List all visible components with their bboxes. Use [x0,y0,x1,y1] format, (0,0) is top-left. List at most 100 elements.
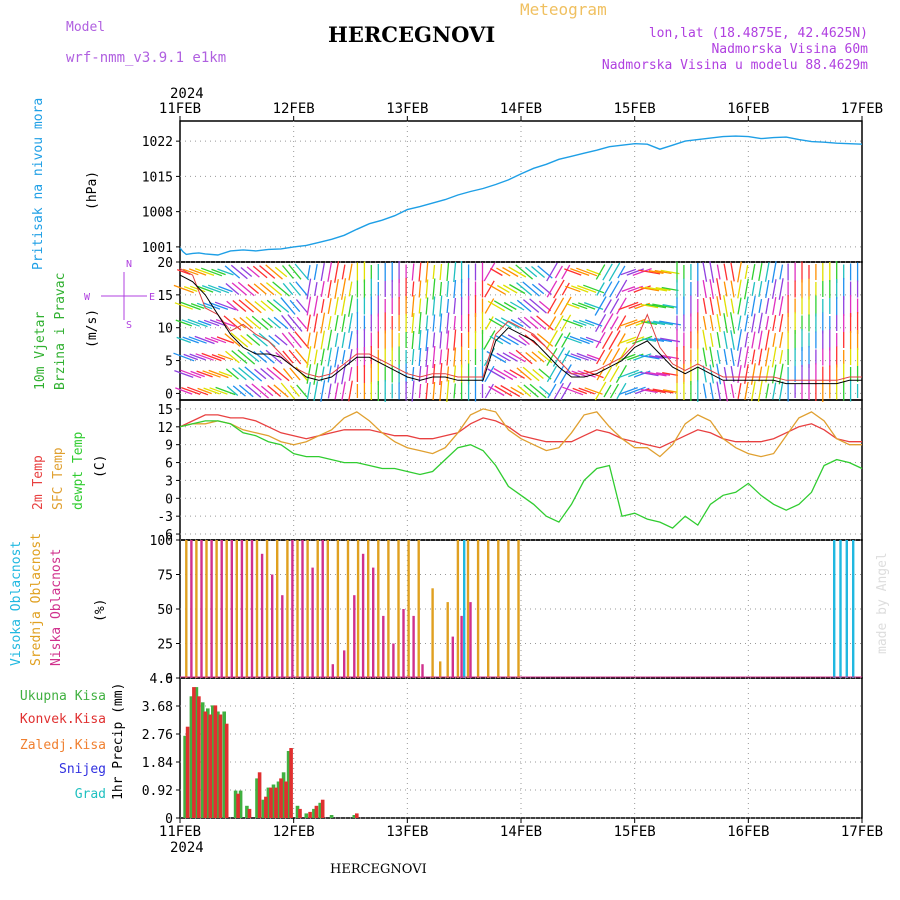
wind-arrow [327,279,332,299]
wind-arrow [758,348,763,366]
wind-axis-title-a: 10m Vjetar [33,312,48,390]
wind-arrow [516,282,533,296]
wind-arrow [648,337,665,343]
wind-arrow [602,366,613,382]
wind-arrow [730,298,735,314]
wind-arrow [709,296,714,316]
cloud-bar-1 [517,540,520,678]
xtick-bottom-2: 13FEB [386,824,428,840]
wind-arrow [176,336,192,344]
wind-arrow [709,314,714,332]
wind-arrow [737,382,742,400]
wind-arrow [522,366,540,382]
wind-arrow [518,335,530,345]
wind-arrow [531,266,546,278]
wind-arrow [751,263,756,281]
precip-bar-0 [200,702,205,818]
wind-arrow [561,264,571,280]
ytick-label-1-1: 5 [165,355,173,370]
cloud-bar-0 [852,540,855,678]
wind-arrow [296,316,308,330]
cloud-bar-1 [306,540,309,678]
wind-arrow [576,352,597,362]
wind-arrow [709,261,715,283]
wind-arrow [231,350,248,364]
wind-arrow [546,280,558,298]
wind-arrow [560,381,572,401]
cloud-bar-1 [497,540,500,678]
wind-arrow [203,387,220,395]
wind-arrow [509,301,525,311]
wind-arrow [180,301,201,311]
wind-arrow [772,296,777,316]
wind-arrow [646,388,666,394]
precip-bar-1 [203,711,208,818]
wind-arrow [729,312,736,334]
wind-arrow [418,280,422,298]
cloud-bar-2 [200,540,203,678]
wind-arrow [553,279,565,299]
wind-arrow [771,261,777,283]
wind-arrow [230,332,249,348]
wind-arrow [327,315,332,331]
wind-arrow [716,363,722,385]
wind-arrow [411,380,415,402]
temp-axis-title-c: dewpt Temp [71,432,86,510]
wind-arrow [267,385,282,397]
ytick-label-1-0: 0 [165,387,173,402]
precip-bar-0 [211,705,215,818]
wind-arrow [737,347,742,367]
wind-arrow [778,278,784,300]
wind-arrow [439,313,443,333]
wind-arrow [609,383,620,399]
wind-arrow [251,383,270,399]
xtick-top-5: 16FEB [727,101,769,117]
wind-arrow [529,316,547,330]
wind-arrow [723,380,729,402]
wind-arrow [616,315,627,331]
cloud-bar-1 [205,540,208,678]
wind-arrow [618,301,639,311]
precip-bar-0 [295,805,300,818]
wind-arrow [515,264,534,280]
xtick-bottom-6: 17FEB [841,824,883,840]
precip-bar-1 [236,793,240,818]
wind-arrow [246,334,261,346]
wind-arrow [238,367,255,381]
wind-arrow [723,313,728,333]
wind-arrow [565,302,580,310]
wind-arrow [572,387,588,395]
wind-arrow [559,364,572,384]
wind-arrow [484,280,495,298]
wind-arrow [439,295,443,317]
wind-arrow [564,353,582,361]
wind-arrow [561,350,571,364]
wind-arrow [259,282,275,296]
wind-arrow [496,352,511,362]
cloud-bar-2 [460,615,463,678]
wind-arrow [411,330,415,350]
wind-arrow [334,279,339,299]
precip-bar-0 [194,687,199,818]
wind-arrow [181,319,200,327]
wind-arrow [348,348,353,366]
wind-arrow [532,369,544,379]
cloud-bar-2 [353,595,356,678]
wind-arrow [621,285,636,293]
precip-bar-1 [314,805,319,818]
wind-arrow [744,264,749,280]
wind-arrow [334,296,339,316]
wind-arrow [232,385,246,397]
wind-arrow [238,299,255,313]
wind-arrow [188,268,207,276]
precip-bar-0 [276,781,281,818]
wind-arrow [508,266,527,278]
wind-arrow [757,312,763,334]
wind-arrow [289,282,301,296]
wind-arrow [334,346,340,368]
precip-bar-0 [222,711,226,818]
precip-legend-3: Snijeg [59,762,106,777]
wind-arrow [638,354,660,360]
cloud-bar-1 [346,540,350,678]
wind-arrow [489,267,503,277]
